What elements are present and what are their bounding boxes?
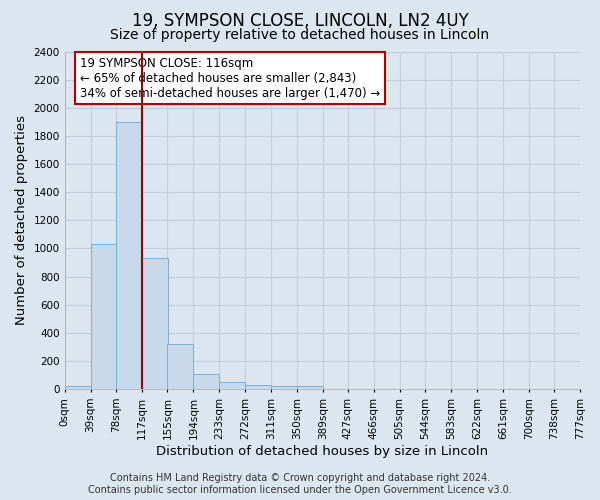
Bar [219, 382, 245, 389]
Text: Size of property relative to detached houses in Lincoln: Size of property relative to detached ho… [110, 28, 490, 42]
Bar [65, 386, 91, 389]
Text: Contains HM Land Registry data © Crown copyright and database right 2024.
Contai: Contains HM Land Registry data © Crown c… [88, 474, 512, 495]
Bar [91, 244, 116, 389]
Bar [193, 374, 219, 389]
Y-axis label: Number of detached properties: Number of detached properties [15, 116, 28, 326]
Bar [167, 344, 193, 389]
Text: 19 SYMPSON CLOSE: 116sqm
← 65% of detached houses are smaller (2,843)
34% of sem: 19 SYMPSON CLOSE: 116sqm ← 65% of detach… [80, 56, 380, 100]
X-axis label: Distribution of detached houses by size in Lincoln: Distribution of detached houses by size … [156, 444, 488, 458]
Bar [245, 385, 271, 389]
Bar [271, 386, 297, 389]
Bar [116, 122, 142, 389]
Text: 19, SYMPSON CLOSE, LINCOLN, LN2 4UY: 19, SYMPSON CLOSE, LINCOLN, LN2 4UY [131, 12, 469, 30]
Bar [297, 386, 323, 389]
Bar [142, 258, 168, 389]
